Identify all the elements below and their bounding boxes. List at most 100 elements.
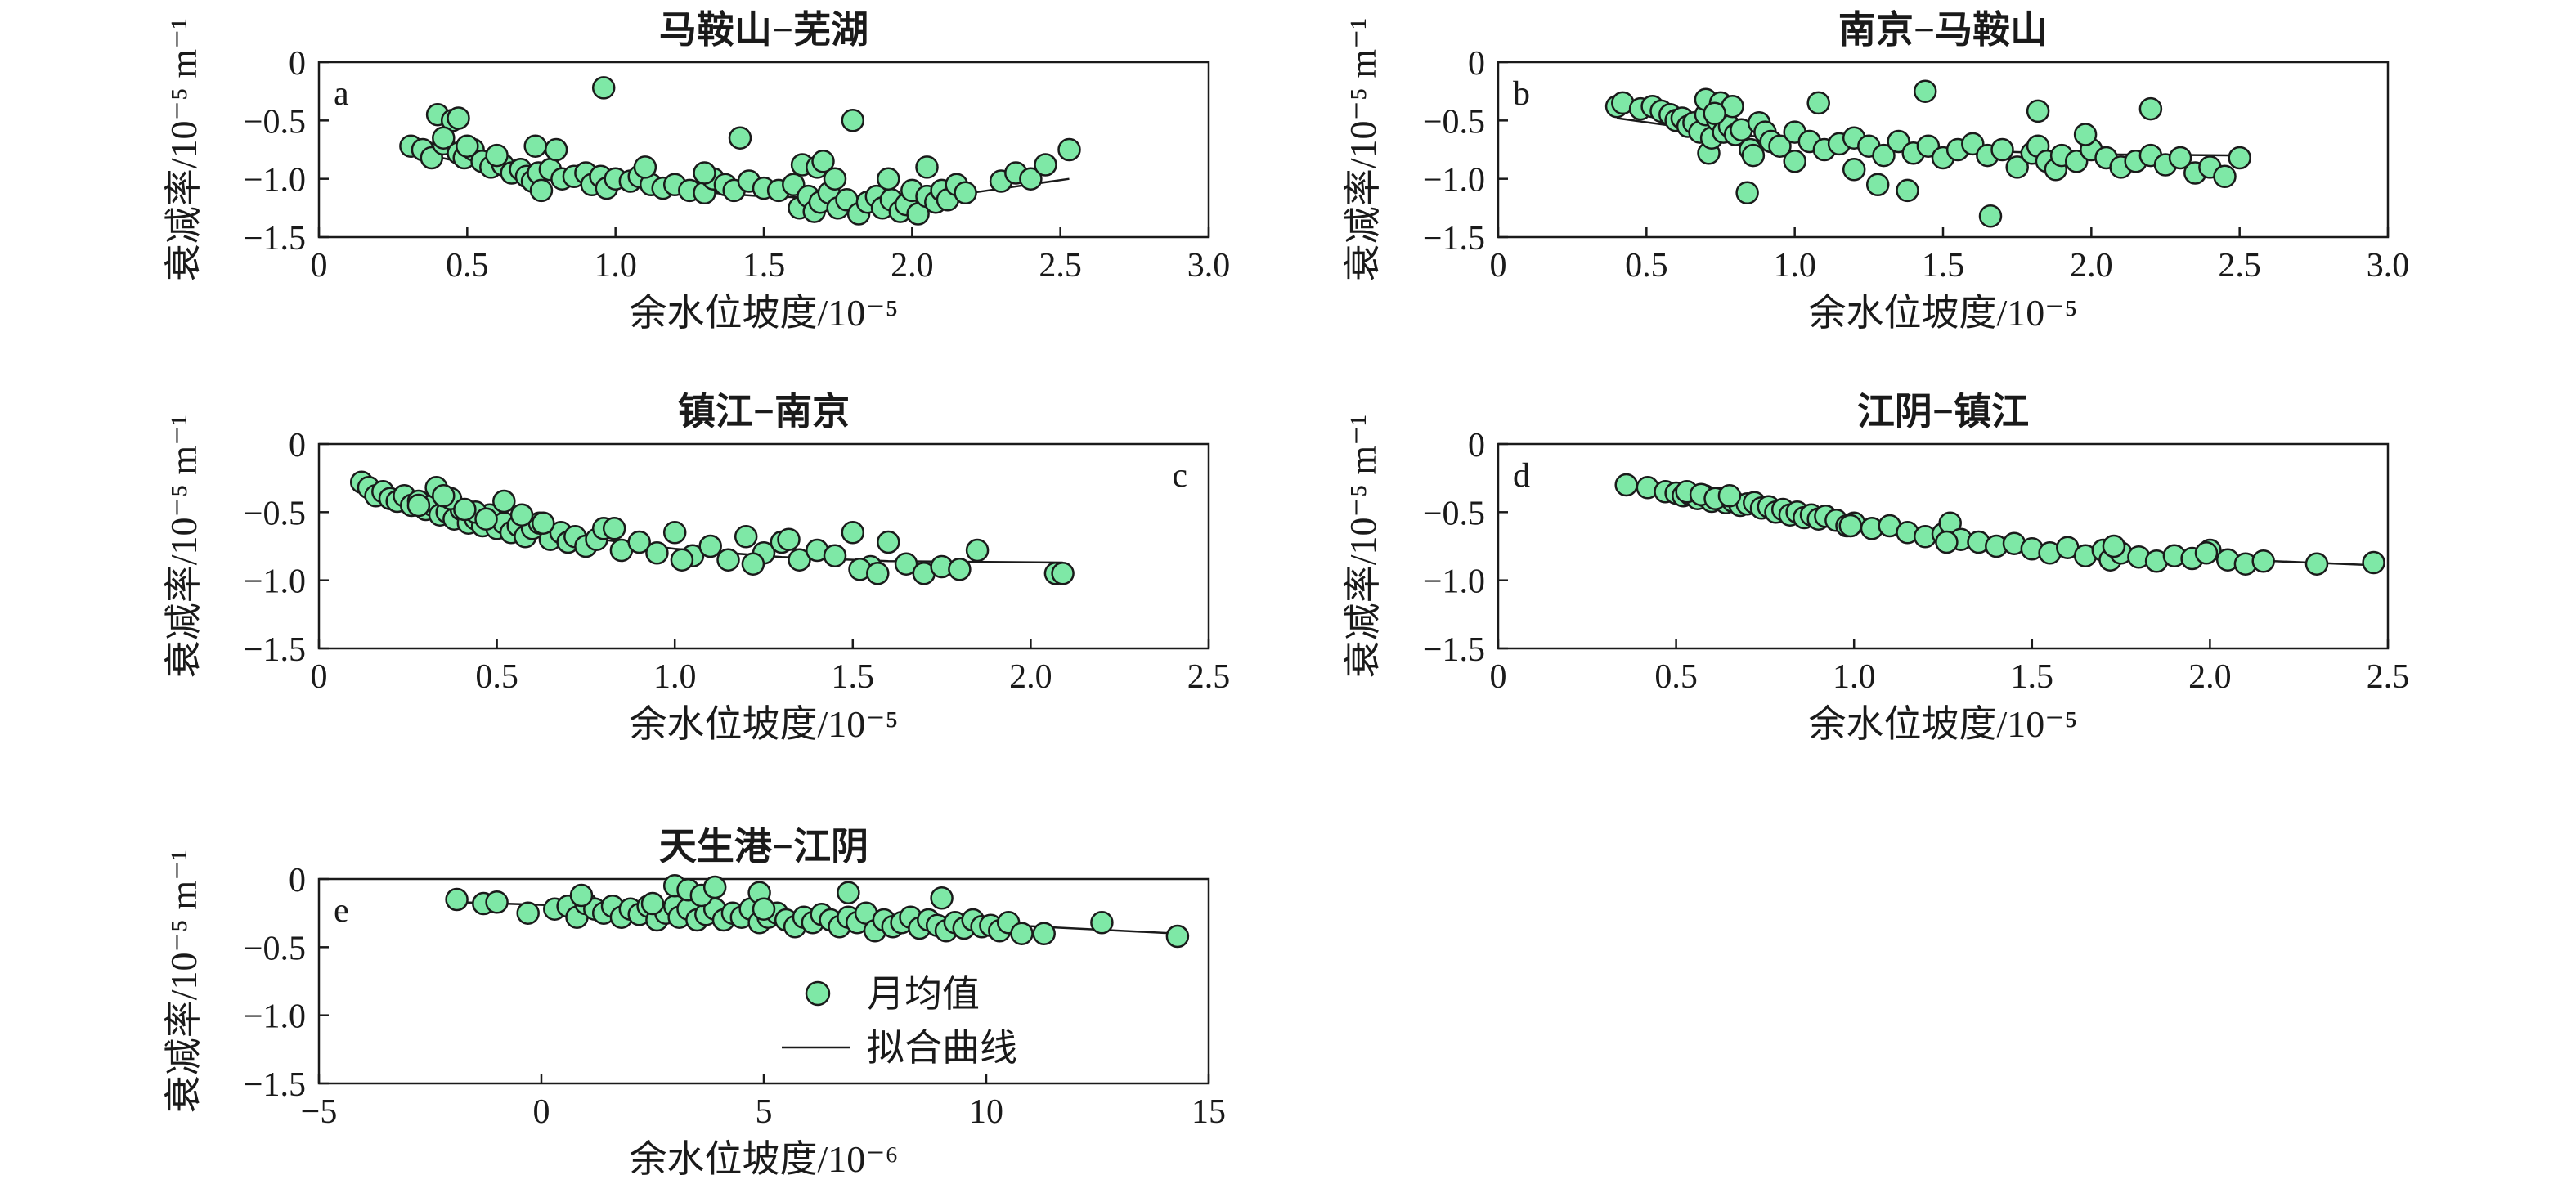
data-point — [591, 76, 616, 100]
data-point — [1990, 137, 2014, 162]
y-tick-label: −1.0 — [244, 563, 306, 601]
plot-frame — [1497, 442, 2390, 650]
data-point — [2168, 146, 2192, 170]
data-point — [2228, 146, 2251, 170]
x-tick-label: 0 — [1490, 658, 1507, 696]
data-point — [1872, 143, 1896, 168]
chart-panels: 0 0.5 1.0 1.5 2.0 2.5 3.0 0 −0.5 −1.0 −1.5 马鞍山−芜湖余水… — [163, 9, 2409, 1180]
data-point — [1913, 79, 1937, 103]
x-axis-label: 余水位坡度/10⁻⁵ — [1808, 703, 2077, 745]
data-point — [474, 507, 498, 531]
data-point — [633, 155, 657, 179]
legend-line-label: 拟合曲线 — [867, 1027, 1017, 1069]
data-point — [2362, 550, 2385, 575]
data-point — [1010, 922, 1034, 945]
panel-letter: a — [334, 75, 349, 113]
data-point — [1838, 514, 1863, 538]
y-tick-label: 0 — [289, 45, 306, 83]
x-tick-label: 1.0 — [594, 247, 637, 285]
x-tick-label: 2.5 — [2218, 247, 2261, 285]
data-point — [841, 109, 865, 132]
chart-title: 南京−马鞍山 — [1838, 9, 2048, 51]
data-point — [823, 544, 847, 567]
data-point — [2251, 549, 2275, 573]
x-tick-label: 1.0 — [1833, 658, 1876, 696]
data-point — [948, 558, 972, 581]
data-point — [1865, 173, 1890, 197]
y-axis-label: 衰减率/10⁻⁵ m⁻¹ — [1342, 18, 1384, 281]
data-point — [2138, 96, 2163, 121]
y-tick-label: −1.5 — [244, 631, 306, 669]
data-point — [492, 489, 516, 514]
panel-letter: e — [334, 892, 349, 930]
y-tick-label: −0.5 — [244, 103, 306, 141]
data-point — [2026, 99, 2050, 123]
data-point — [432, 484, 456, 508]
y-tick-label: −1.0 — [244, 162, 306, 200]
data-point — [866, 562, 890, 585]
x-tick-label: 1.5 — [832, 658, 875, 696]
chart-title: 马鞍山−芜湖 — [659, 9, 868, 51]
data-point — [627, 530, 651, 554]
data-point — [777, 527, 801, 551]
data-point — [1034, 153, 1057, 177]
data-point — [837, 881, 860, 904]
data-point — [1051, 562, 1075, 585]
x-tick-label: 0 — [311, 658, 328, 696]
data-point — [894, 552, 918, 576]
y-tick-label: −0.5 — [1423, 103, 1485, 141]
y-tick-label: −1.5 — [1423, 220, 1485, 258]
y-tick-label: −1.5 — [244, 1066, 306, 1104]
data-point — [485, 890, 509, 914]
x-tick-label: 10 — [969, 1093, 1003, 1131]
panel-letter: d — [1513, 457, 1530, 495]
data-point — [2073, 123, 2098, 146]
data-point — [2102, 534, 2126, 558]
legend-marker-icon — [805, 980, 831, 1007]
data-point — [523, 134, 547, 158]
x-tick-label: 0.5 — [446, 247, 489, 285]
y-axis-label: 衰减率/10⁻⁵ m⁻¹ — [163, 850, 204, 1113]
data-point — [640, 891, 665, 916]
data-point — [877, 530, 900, 554]
data-point — [1741, 143, 1766, 168]
data-point — [1703, 101, 1726, 126]
data-point — [485, 143, 509, 168]
panel-letter: b — [1513, 75, 1530, 113]
y-tick-label: −1.5 — [244, 220, 306, 258]
x-tick-label: 2.5 — [1039, 247, 1082, 285]
data-point — [1032, 922, 1056, 945]
y-tick-label: 0 — [289, 862, 306, 899]
x-tick-label: 0 — [311, 247, 328, 285]
data-point — [662, 521, 687, 545]
x-tick-label: 0.5 — [1625, 247, 1668, 285]
data-point — [2304, 552, 2329, 576]
data-point — [1057, 137, 1081, 162]
x-tick-label: 2.0 — [891, 247, 934, 285]
data-point — [447, 106, 470, 130]
x-tick-label: 2.0 — [2070, 247, 2113, 285]
x-tick-label: 1.5 — [2011, 658, 2054, 696]
data-point — [2194, 541, 2219, 565]
chart-panel-b: 0 0.5 1.0 1.5 2.0 2.5 3.0 0 −0.5 −1.0 −1.5 南京−马鞍山余水… — [1342, 9, 2409, 334]
data-point — [1783, 150, 1806, 173]
data-point — [915, 155, 939, 179]
chart-title: 镇江−南京 — [678, 391, 850, 433]
x-tick-label: 0 — [533, 1093, 550, 1131]
data-point — [544, 137, 568, 162]
x-tick-label: −5 — [301, 1093, 338, 1131]
data-point — [2213, 164, 2237, 189]
data-point — [569, 883, 594, 908]
x-axis-label: 余水位坡度/10⁻⁵ — [1808, 292, 2077, 334]
y-axis-label: 衰减率/10⁻⁵ m⁻¹ — [163, 18, 204, 281]
legend-marker-label: 月均值 — [867, 973, 980, 1015]
data-point — [670, 548, 694, 572]
y-tick-label: −1.0 — [1423, 162, 1485, 200]
data-point — [645, 541, 669, 565]
y-tick-label: −1.5 — [1423, 631, 1485, 669]
x-tick-label: 2.0 — [1009, 658, 1052, 696]
data-point — [456, 134, 479, 158]
